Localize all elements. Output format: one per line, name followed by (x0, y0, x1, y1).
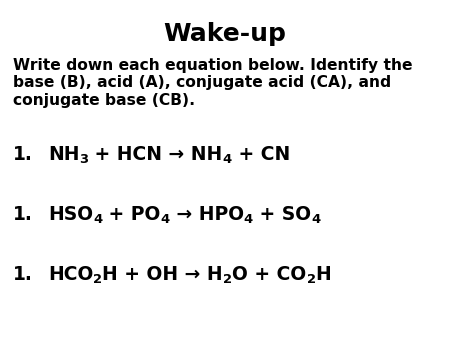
Text: HCO: HCO (48, 266, 94, 285)
Text: Wake-up: Wake-up (163, 22, 287, 46)
Text: + CN: + CN (232, 145, 290, 165)
Text: 4: 4 (311, 213, 320, 226)
Text: 2: 2 (306, 273, 315, 286)
Text: 3: 3 (80, 153, 89, 166)
Text: + PO: + PO (102, 206, 161, 224)
Text: 2: 2 (94, 273, 103, 286)
Text: H: H (315, 266, 331, 285)
Text: → HPO: → HPO (170, 206, 244, 224)
Text: base (B), acid (A), conjugate acid (CA), and: base (B), acid (A), conjugate acid (CA),… (13, 75, 391, 90)
Text: + SO: + SO (253, 206, 311, 224)
Text: conjugate base (CB).: conjugate base (CB). (13, 93, 195, 108)
Text: HSO: HSO (48, 206, 93, 224)
Text: NH: NH (48, 145, 80, 165)
Text: Write down each equation below. Identify the: Write down each equation below. Identify… (13, 58, 413, 73)
Text: 4: 4 (223, 153, 232, 166)
Text: 2: 2 (223, 273, 232, 286)
Text: 1.: 1. (13, 206, 33, 224)
Text: + HCN → NH: + HCN → NH (89, 145, 223, 165)
Text: H + OH → H: H + OH → H (103, 266, 223, 285)
Text: O + CO: O + CO (232, 266, 306, 285)
Text: 1.: 1. (13, 145, 33, 165)
Text: 4: 4 (93, 213, 102, 226)
Text: 1.: 1. (13, 266, 33, 285)
Text: 4: 4 (161, 213, 170, 226)
Text: 4: 4 (244, 213, 253, 226)
